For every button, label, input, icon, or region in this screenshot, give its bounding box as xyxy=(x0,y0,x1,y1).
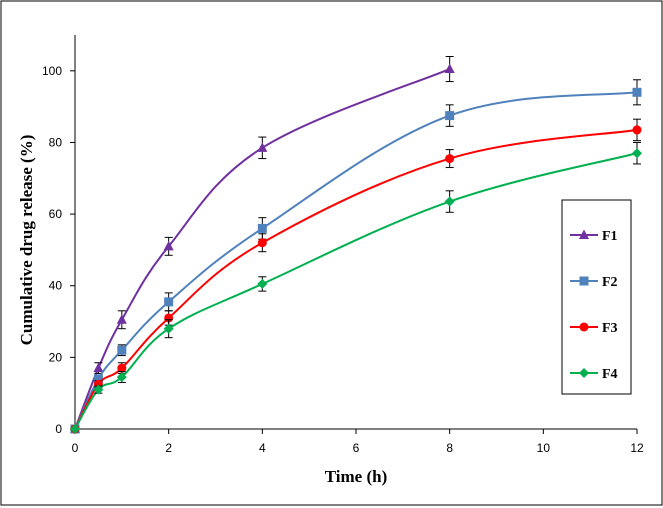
y-tick-label: 100 xyxy=(42,64,62,78)
y-axis-title: Cumulative drug release (%) xyxy=(17,135,36,346)
data-point-f1 xyxy=(444,63,455,74)
x-tick-label: 2 xyxy=(165,441,172,455)
data-point-f3 xyxy=(445,154,455,164)
data-point-f2 xyxy=(117,345,127,355)
data-point-f4 xyxy=(632,148,642,159)
x-tick-label: 10 xyxy=(537,441,551,455)
data-point-f4 xyxy=(163,323,174,334)
x-axis-title: Time (h) xyxy=(325,467,388,486)
data-point-f1 xyxy=(257,142,268,152)
data-point-f2 xyxy=(93,374,103,384)
data-point-f2 xyxy=(632,87,642,97)
y-tick-label: 80 xyxy=(49,135,63,149)
y-tick-label: 20 xyxy=(49,350,63,364)
series-line-f4 xyxy=(74,152,638,430)
legend-box xyxy=(561,199,632,395)
data-point-f2 xyxy=(445,111,455,121)
data-point-f1 xyxy=(93,362,104,373)
data-point-f3 xyxy=(117,363,127,373)
legend-label-f4: F4 xyxy=(602,367,618,382)
series-f4 xyxy=(70,141,642,434)
series-line-f3 xyxy=(74,128,638,430)
data-point-f1 xyxy=(163,240,174,251)
x-tick-label: 8 xyxy=(446,441,453,455)
data-point-f4 xyxy=(70,424,80,434)
data-point-f3 xyxy=(257,238,267,248)
legend-marker-f1 xyxy=(579,229,589,239)
x-tick-label: 0 xyxy=(72,441,79,455)
x-tick-label: 12 xyxy=(630,441,644,455)
legend-marker-f3 xyxy=(579,322,589,332)
data-point-f4 xyxy=(444,196,455,207)
legend-label-f2: F2 xyxy=(602,275,618,290)
y-tick-label: 0 xyxy=(55,422,62,436)
data-point-f4 xyxy=(116,372,127,383)
legend-label-f1: F1 xyxy=(602,229,618,244)
series-layer xyxy=(70,55,642,434)
x-tick-label: 6 xyxy=(353,441,360,455)
data-point-f4 xyxy=(257,278,268,289)
axes: 0 2 4 6 8 10 12 0 20 40 60 80 100 xyxy=(42,35,644,455)
legend: F1 F2 F3 F4 xyxy=(561,199,632,395)
data-point-f4 xyxy=(93,384,104,395)
x-tick-label: 4 xyxy=(259,441,266,455)
data-point-f1 xyxy=(116,314,127,324)
legend-label-f3: F3 xyxy=(602,321,618,336)
y-tick-label: 40 xyxy=(49,279,63,293)
y-tick-label: 60 xyxy=(49,207,63,221)
legend-marker-f2 xyxy=(579,276,589,286)
series-line-f2 xyxy=(74,91,638,430)
legend-marker-f4 xyxy=(579,368,589,378)
data-point-f3 xyxy=(632,125,642,135)
data-point-f2 xyxy=(257,223,267,233)
data-point-f2 xyxy=(164,297,174,307)
